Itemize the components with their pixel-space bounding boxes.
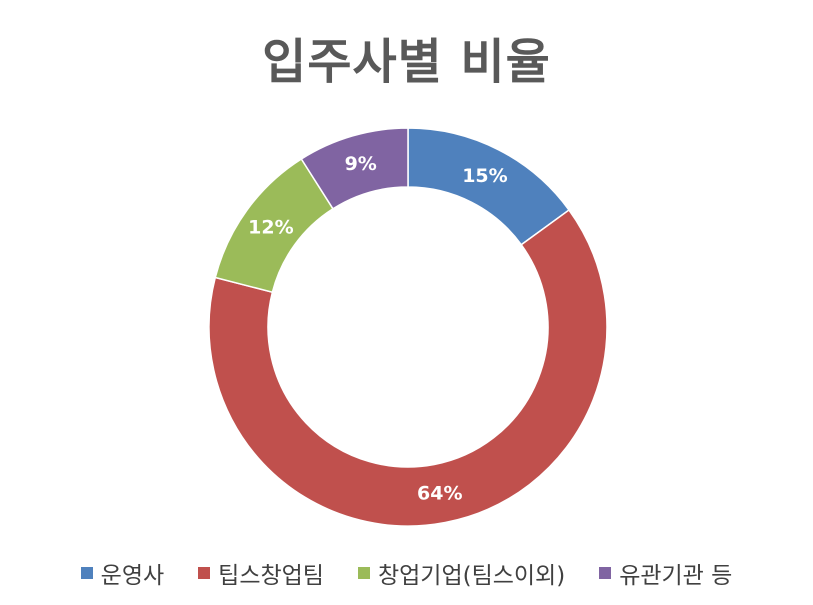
legend-swatch — [599, 567, 612, 579]
data-label: 9% — [345, 153, 377, 175]
data-label: 15% — [462, 165, 507, 187]
legend-label: 유관기관 등 — [619, 563, 733, 589]
legend-swatch — [80, 567, 93, 579]
legend-label: 창업기업(팀스이외) — [377, 563, 566, 589]
chart-title: 입주사별 비율 — [262, 34, 551, 90]
legend-item-related-org: 유관기관 등 — [599, 556, 732, 590]
legend-item-startup: 창업기업(팀스이외) — [357, 556, 566, 590]
slice-tips-team — [208, 208, 608, 527]
slice-related-org — [300, 127, 409, 210]
data-label: 64% — [417, 482, 462, 504]
legend-item-operator: 운영사 — [80, 556, 165, 590]
legend-label: 팁스창업팀 — [218, 563, 324, 589]
legend-item-tips-team: 팁스창업팀 — [198, 556, 324, 590]
chart-legend: 운영사 팁스창업팀 창업기업(팀스이외) 유관기관 등 — [0, 556, 813, 590]
legend-swatch — [198, 567, 211, 579]
legend-swatch — [357, 567, 370, 579]
legend-label: 운영사 — [100, 563, 165, 589]
data-label: 12% — [248, 216, 293, 238]
